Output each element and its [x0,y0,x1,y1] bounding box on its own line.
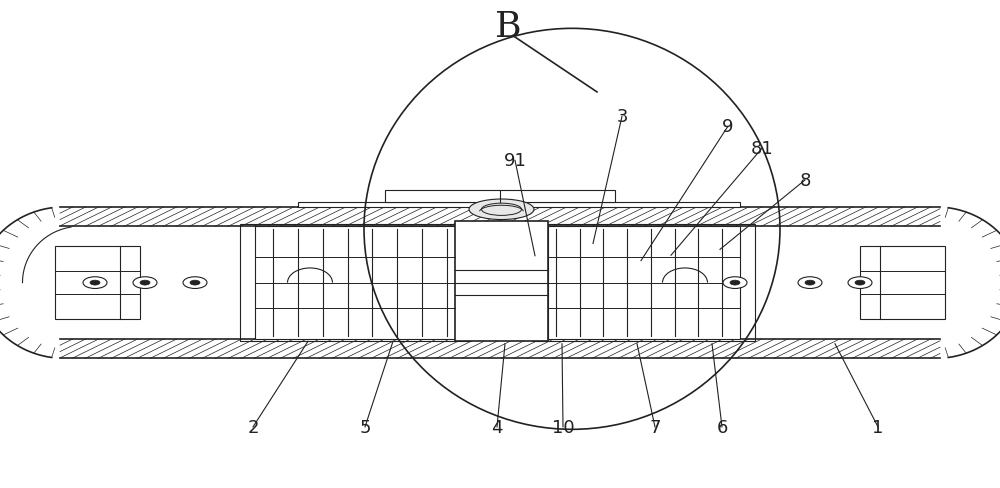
Text: 9: 9 [722,118,734,136]
Circle shape [183,277,207,289]
Circle shape [798,277,822,289]
Circle shape [723,277,747,289]
Text: 8: 8 [799,172,811,189]
Text: 4: 4 [491,418,503,436]
Bar [255,227,455,339]
Bar [548,227,740,339]
Circle shape [190,281,200,285]
Text: 10: 10 [552,418,574,436]
Text: 6: 6 [716,418,728,436]
Circle shape [848,277,872,289]
Bar [860,246,945,320]
Ellipse shape [469,200,534,220]
Text: 81: 81 [751,140,773,158]
Circle shape [855,281,865,285]
Circle shape [90,281,100,285]
Circle shape [83,277,107,289]
Text: 3: 3 [616,108,628,126]
Text: 2: 2 [247,418,259,436]
Circle shape [140,281,150,285]
Text: 91: 91 [504,152,526,170]
Text: 1: 1 [872,418,884,436]
Bar [455,222,548,342]
Bar [240,224,470,342]
Circle shape [730,281,740,285]
Bar [533,224,755,342]
Text: 7: 7 [649,418,661,436]
Circle shape [805,281,815,285]
Circle shape [133,277,157,289]
Bar [385,190,615,203]
Bar [298,203,740,207]
Bar [55,246,140,320]
Text: B: B [495,10,521,44]
Text: 5: 5 [359,418,371,436]
